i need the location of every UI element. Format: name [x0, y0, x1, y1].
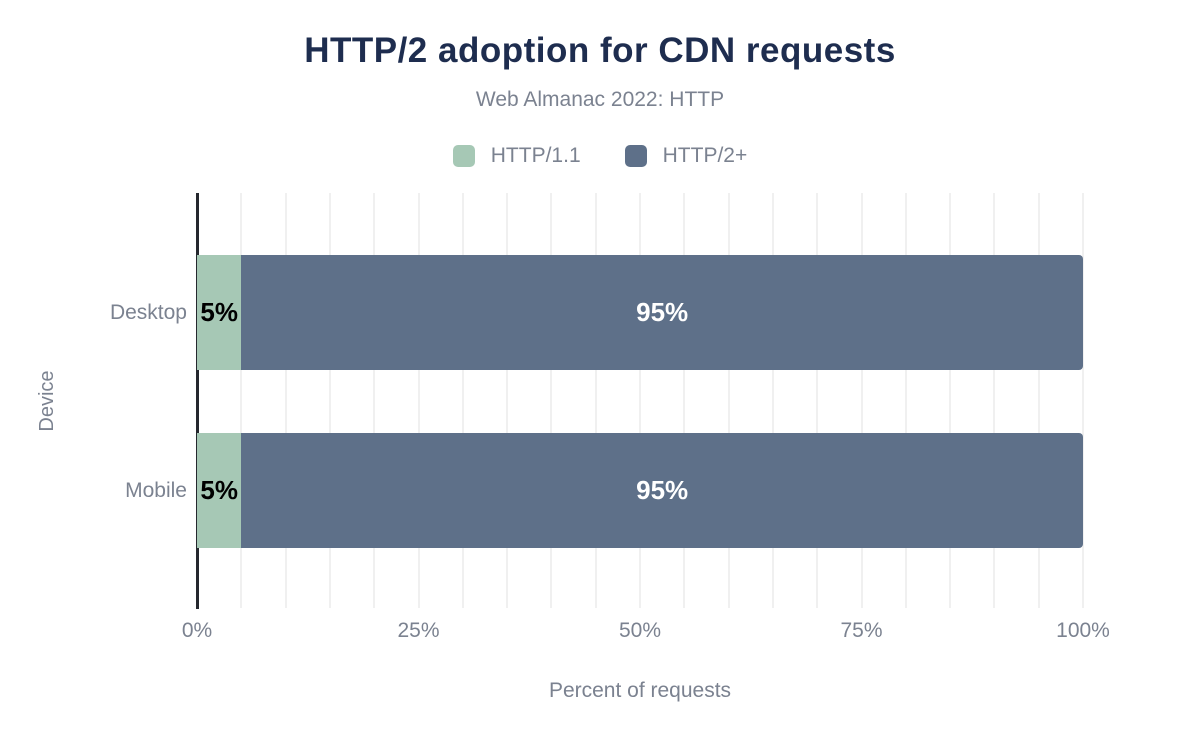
- gridline-20: [373, 193, 376, 608]
- x-tick-100: 100%: [1056, 619, 1110, 642]
- category-label-mobile: Mobile: [125, 478, 187, 502]
- x-tick-0: 0%: [181, 619, 213, 642]
- bar-value-label: 95%: [636, 297, 689, 327]
- bar-segment-desktop-http-2[interactable]: 95%: [241, 255, 1083, 370]
- bar-segment-desktop-http-1-1[interactable]: 5%: [197, 255, 242, 370]
- gridline-60: [727, 193, 730, 608]
- x-tick-50: 50%: [618, 619, 662, 642]
- gridline-5: [240, 193, 243, 608]
- gridline-40: [550, 193, 553, 608]
- x-tick-75: 75%: [840, 619, 883, 642]
- gridline-90: [993, 193, 996, 608]
- gridline-50: [639, 193, 641, 608]
- gridline-30: [461, 193, 464, 608]
- chart-subtitle: Web Almanac 2022: HTTP: [475, 88, 725, 111]
- gridline-85: [949, 193, 952, 608]
- gridline-80: [904, 193, 907, 608]
- bar-value-label: 95%: [636, 475, 689, 505]
- gridline-35: [506, 193, 509, 608]
- x-axis-title: Percent of requests: [548, 679, 732, 702]
- gridline-95: [1037, 193, 1040, 608]
- bar-row-desktop: 5% 95%: [197, 255, 1083, 370]
- legend-item-http-1-1: HTTP/1.1: [452, 144, 581, 168]
- legend-item-http-2: HTTP/2+: [624, 144, 748, 168]
- gridline-65: [771, 193, 774, 608]
- category-label-desktop: Desktop: [109, 300, 187, 324]
- bar-segment-mobile-http-2[interactable]: 95%: [241, 433, 1083, 548]
- gridline-25: [417, 193, 420, 608]
- gridline-45: [594, 193, 597, 608]
- plot-area: 5% 95% 5% 95%: [196, 193, 1084, 609]
- legend: HTTP/1.1 HTTP/2+: [0, 142, 1200, 170]
- gridline-100: [1082, 193, 1084, 608]
- chart-title: HTTP/2 adoption for CDN requests: [304, 31, 896, 70]
- bar-segment-mobile-http-1-1[interactable]: 5%: [197, 433, 242, 548]
- y-axis-title: Device: [36, 370, 58, 432]
- y-axis-line: [196, 193, 199, 609]
- gridline-75: [860, 193, 863, 608]
- gridline-55: [683, 193, 686, 608]
- legend-swatch-icon-http-1-1: [452, 145, 475, 167]
- legend-label-http-1-1: HTTP/1.1: [490, 144, 581, 167]
- legend-label-http-2: HTTP/2+: [662, 144, 748, 167]
- bar-value-label: 5%: [200, 297, 238, 327]
- gridline-15: [328, 193, 331, 608]
- gridline-10: [284, 193, 287, 608]
- bar-row-mobile: 5% 95%: [197, 433, 1083, 548]
- legend-swatch-icon-http-2: [624, 145, 647, 167]
- gridline-70: [816, 193, 819, 608]
- x-tick-25: 25%: [397, 619, 440, 642]
- bar-value-label: 5%: [200, 475, 238, 505]
